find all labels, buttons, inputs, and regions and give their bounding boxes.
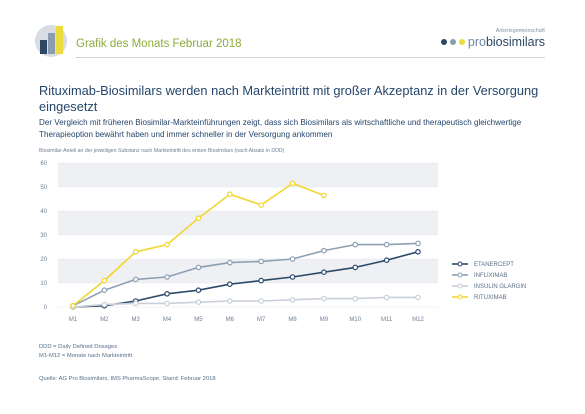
data-point (415, 249, 421, 255)
legend-marker (457, 272, 463, 278)
data-point (383, 257, 390, 264)
data-point (258, 258, 264, 265)
x-tick-label: M5 (194, 317, 203, 323)
data-point (70, 302, 76, 309)
data-point (164, 241, 170, 248)
legend-label: RITUXIMAB (474, 295, 507, 301)
data-point (227, 298, 233, 304)
data-point (289, 296, 296, 303)
brand-dot-icon (440, 39, 447, 45)
x-tick-label: M12 (412, 317, 424, 323)
data-point (164, 290, 170, 297)
data-point (164, 300, 170, 307)
legend-label: ETANERCEPT (474, 262, 514, 268)
data-point (227, 259, 233, 266)
data-point (289, 256, 296, 262)
data-point (321, 247, 327, 254)
x-tick-label: M9 (320, 317, 329, 323)
brand-subtitle: Arbeitsgemeinschaft (495, 28, 545, 34)
headline: Rituximab-Biosimilars werden nach Markte… (39, 83, 539, 114)
data-point (289, 180, 296, 187)
data-point (195, 299, 202, 306)
x-tick-label: M1 (69, 317, 78, 323)
grid-band (58, 163, 438, 187)
data-point (258, 277, 264, 284)
data-point (132, 249, 139, 255)
series-line (72, 296, 418, 308)
grid-band (58, 211, 438, 235)
lead-text: Der Vergleich mit früheren Biosimilar-Ma… (39, 118, 522, 139)
x-tick-label: M7 (257, 317, 266, 323)
data-point (101, 287, 108, 294)
data-point (321, 269, 327, 276)
y-tick-label: 10 (40, 281, 47, 287)
x-tick-label: M6 (226, 317, 235, 323)
brand-dot-icon (449, 39, 456, 45)
data-point (195, 264, 202, 271)
y-tick-label: 50 (40, 185, 47, 191)
data-point (101, 277, 108, 284)
footnote-ddd: DDD = Daily Defined Dosages (39, 344, 118, 350)
data-point (164, 274, 170, 280)
chart-title: Biosimilar-Anteil an der jeweiligen Subs… (39, 148, 285, 154)
x-tick-label: M3 (132, 317, 141, 323)
x-tick-label: M4 (163, 317, 172, 323)
page-header-title: Grafik des Monats Februar 2018 (76, 38, 242, 50)
data-point (132, 276, 139, 283)
header: Grafik des Monats Februar 2018 Arbeitsge… (0, 0, 585, 68)
data-point (227, 191, 233, 198)
data-point (352, 295, 359, 302)
data-point (321, 192, 327, 199)
legend-label: INSULIN GLARGIN (474, 284, 526, 290)
brand-name: probiosimilars (467, 35, 545, 49)
data-point (383, 294, 390, 301)
legend-marker (457, 261, 463, 267)
y-tick-label: 0 (44, 305, 48, 311)
header-divider (76, 57, 545, 58)
y-tick-label: 60 (40, 161, 47, 167)
data-point (101, 301, 108, 308)
brand-dot-icon (458, 39, 465, 45)
y-tick-label: 40 (40, 209, 47, 215)
brand-logo: Arbeitsgemeinschaft probiosimilars (440, 28, 545, 49)
legend-label: INFLIXIMAB (474, 273, 507, 279)
data-point (195, 215, 202, 222)
data-point (352, 264, 359, 271)
data-point (132, 300, 139, 307)
y-tick-label: 30 (40, 233, 47, 239)
data-point (258, 298, 264, 304)
x-tick-label: M8 (288, 317, 297, 323)
footnotes: DDD = Daily Defined Dosages M1-M12 = Mon… (39, 343, 132, 361)
data-point (321, 295, 327, 302)
data-point (415, 240, 421, 247)
y-tick-label: 20 (40, 257, 47, 263)
source-note: Quelle: AG Pro Biosimilars, IMS PharmaSc… (39, 376, 216, 382)
x-tick-label: M2 (100, 317, 109, 323)
data-point (195, 287, 202, 294)
bar-chart-logo-icon (35, 25, 67, 57)
data-point (227, 281, 233, 288)
data-point (289, 274, 296, 280)
series-line (72, 242, 419, 307)
x-tick-label: M11 (381, 317, 393, 323)
data-point (352, 241, 359, 248)
legend-marker (457, 283, 463, 289)
data-point (383, 241, 390, 248)
footnote-months: M1-M12 = Monate nach Markteintritt (39, 353, 133, 359)
x-tick-label: M10 (349, 317, 361, 323)
legend-marker (457, 294, 463, 300)
data-point (258, 202, 264, 208)
series-line (72, 251, 419, 308)
data-point (415, 294, 421, 301)
